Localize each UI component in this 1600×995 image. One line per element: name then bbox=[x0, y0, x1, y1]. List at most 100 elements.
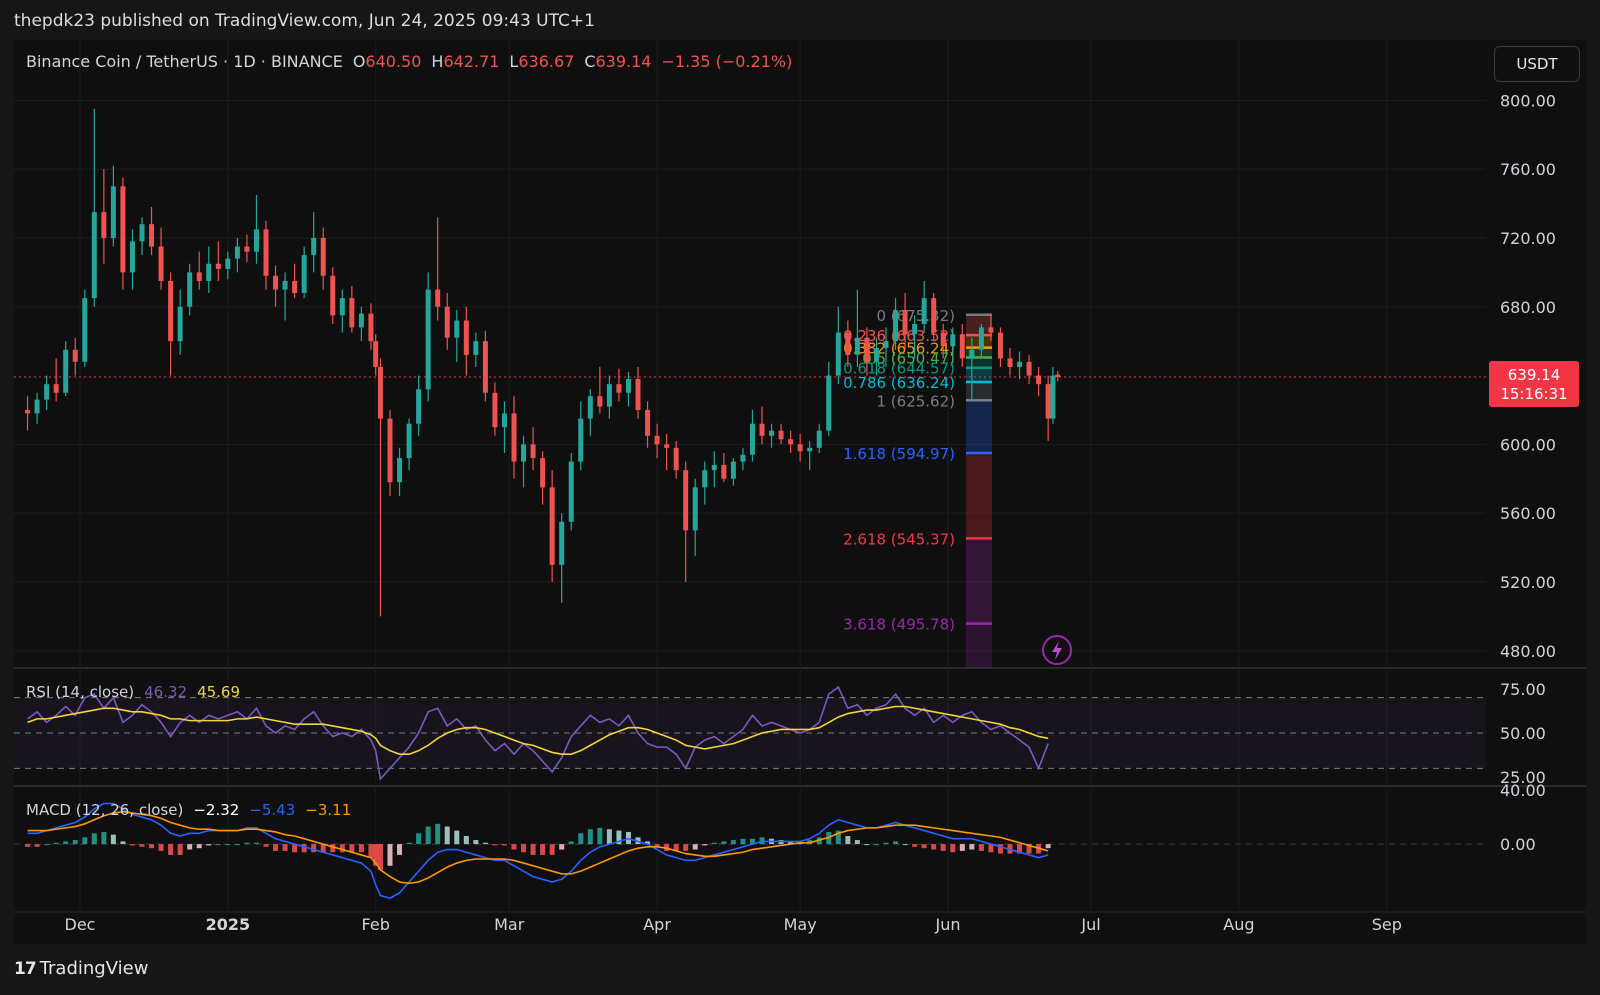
time-tick-label: May bbox=[784, 915, 817, 934]
macd-histogram-bar bbox=[358, 844, 364, 853]
fib-level-label: 1.618 (594.97) bbox=[843, 445, 955, 463]
price-tick-label: 800.00 bbox=[1500, 91, 1556, 110]
fib-level-label: 1 (625.62) bbox=[876, 392, 955, 410]
macd-histogram-bar bbox=[301, 844, 307, 853]
fib-zone bbox=[966, 400, 992, 454]
candle-body bbox=[149, 224, 155, 247]
macd-histogram-bar bbox=[63, 841, 69, 845]
candle-body bbox=[511, 413, 517, 462]
macd-histogram-bar bbox=[425, 826, 431, 845]
candle-body bbox=[692, 487, 698, 531]
candle-body bbox=[177, 306, 183, 342]
candle-body bbox=[578, 418, 584, 462]
candle-body bbox=[234, 246, 240, 259]
macd-histogram-bar bbox=[997, 844, 1003, 854]
macd-histogram-bar bbox=[149, 844, 155, 849]
macd-histogram-bar bbox=[330, 844, 336, 853]
macd-histogram-bar bbox=[606, 829, 612, 845]
grid-lines bbox=[14, 40, 1586, 913]
tradingview-logo[interactable]: 17 TradingView bbox=[14, 958, 148, 979]
candle-body bbox=[530, 444, 536, 459]
candle-body bbox=[1050, 375, 1056, 419]
candle-body bbox=[931, 298, 937, 333]
tv-logo-icon: 17 bbox=[14, 958, 37, 979]
time-tick-label: Sep bbox=[1372, 915, 1402, 934]
candle-body bbox=[940, 332, 946, 347]
candle-body bbox=[253, 229, 259, 252]
fib-level-label: 3.618 (495.78) bbox=[843, 616, 955, 634]
candle-body bbox=[34, 399, 40, 414]
candle-body bbox=[797, 444, 803, 452]
macd-histogram-bar bbox=[749, 838, 755, 845]
macd-histogram-bar bbox=[416, 833, 422, 845]
macd-histogram-bar bbox=[616, 830, 622, 845]
candle-body bbox=[683, 470, 689, 531]
candle-body bbox=[273, 275, 279, 290]
candle-body bbox=[616, 384, 622, 393]
candle-body bbox=[759, 423, 765, 436]
macd-pane bbox=[14, 802, 1486, 900]
macd-histogram-bar bbox=[177, 844, 183, 855]
macd-histogram-bar bbox=[702, 844, 708, 846]
candle-body bbox=[1026, 361, 1032, 376]
candle-body bbox=[501, 413, 507, 428]
macd-histogram-bar bbox=[397, 844, 403, 855]
macd-histogram-bar bbox=[959, 844, 965, 851]
candle-body bbox=[444, 306, 450, 338]
macd-histogram-bar bbox=[482, 842, 488, 845]
macd-histogram-bar bbox=[72, 840, 78, 845]
last-price: 639.14 bbox=[1508, 366, 1561, 384]
macd-histogram-bar bbox=[931, 844, 937, 850]
candle-body bbox=[244, 246, 250, 252]
rsi-tick-label: 25.00 bbox=[1500, 768, 1546, 787]
candle-body bbox=[82, 298, 88, 362]
candle-body bbox=[463, 320, 469, 355]
macd-histogram-bar bbox=[435, 823, 441, 845]
candle-body bbox=[330, 275, 336, 316]
candle-body bbox=[168, 280, 174, 342]
candle-body bbox=[263, 229, 269, 276]
candle-body bbox=[902, 310, 908, 335]
fib-zone bbox=[966, 314, 992, 336]
candle-body bbox=[368, 313, 374, 342]
candle-body bbox=[91, 212, 97, 299]
macd-histogram-bar bbox=[921, 844, 927, 849]
macd-histogram-bar bbox=[53, 842, 59, 845]
candle-body bbox=[301, 255, 307, 293]
macd-histogram-bar bbox=[969, 844, 975, 850]
candle-body bbox=[349, 298, 355, 328]
currency-button[interactable]: USDT bbox=[1494, 46, 1580, 82]
candle-body bbox=[654, 435, 660, 445]
fib-level-label: 0 (675.32) bbox=[876, 307, 955, 325]
macd-histogram-bar bbox=[91, 833, 97, 845]
price-tick-label: 600.00 bbox=[1500, 435, 1556, 454]
candle-body bbox=[807, 447, 813, 452]
macd-tick-label: 0.00 bbox=[1500, 835, 1536, 854]
candle-body bbox=[311, 237, 317, 256]
candle-body bbox=[425, 289, 431, 390]
time-tick-label: Feb bbox=[362, 915, 390, 934]
price-tick-label: 680.00 bbox=[1500, 298, 1556, 317]
candle-body bbox=[740, 454, 746, 462]
candle-body bbox=[110, 186, 116, 238]
macd-histogram-bar bbox=[883, 842, 889, 845]
macd-histogram-bar bbox=[129, 844, 135, 846]
candle-body bbox=[377, 366, 383, 419]
bar-countdown: 15:16:31 bbox=[1500, 385, 1567, 403]
macd-histogram-bar bbox=[101, 831, 107, 845]
lightning-alert-icon[interactable] bbox=[1042, 635, 1072, 665]
price-tick-label: 760.00 bbox=[1500, 160, 1556, 179]
macd-histogram-bar bbox=[711, 842, 717, 845]
macd-histogram-bar bbox=[654, 844, 660, 847]
macd-histogram-bar bbox=[377, 844, 383, 870]
macd-histogram-bar bbox=[1017, 844, 1023, 854]
candle-body bbox=[873, 348, 879, 362]
macd-histogram-bar bbox=[864, 844, 870, 846]
candle-body bbox=[25, 409, 31, 414]
time-tick-label: Aug bbox=[1223, 915, 1254, 934]
candle-body bbox=[339, 298, 345, 316]
fib-level-label: 0.382 (656.24) bbox=[843, 340, 955, 358]
macd-histogram-bar bbox=[721, 841, 727, 845]
fib-zone bbox=[966, 382, 992, 401]
